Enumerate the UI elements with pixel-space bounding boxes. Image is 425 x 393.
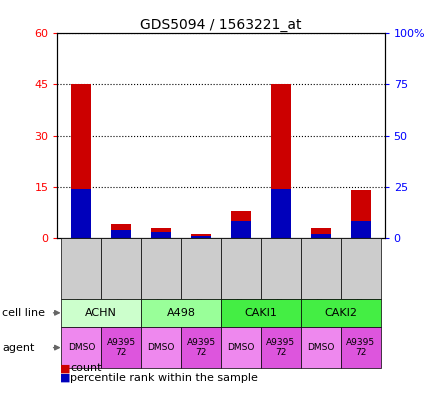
Text: A9395
72: A9395 72 [187, 338, 215, 357]
Text: percentile rank within the sample: percentile rank within the sample [70, 373, 258, 383]
Bar [311, 234, 331, 238]
Bar [111, 224, 131, 238]
Text: A9395
72: A9395 72 [107, 338, 136, 357]
Text: CAKI1: CAKI1 [244, 308, 278, 318]
Text: ACHN: ACHN [85, 308, 117, 318]
Text: DMSO: DMSO [147, 343, 175, 352]
Bar [191, 236, 211, 238]
Text: CAKI2: CAKI2 [324, 308, 357, 318]
Text: ■: ■ [60, 373, 70, 383]
Bar [271, 84, 291, 238]
Bar [231, 211, 251, 238]
Bar [191, 234, 211, 238]
Text: A9395
72: A9395 72 [266, 338, 295, 357]
Bar [311, 228, 331, 238]
Text: ■: ■ [60, 363, 70, 373]
Text: A9395
72: A9395 72 [346, 338, 375, 357]
Text: DMSO: DMSO [68, 343, 95, 352]
Text: DMSO: DMSO [227, 343, 255, 352]
Text: A498: A498 [167, 308, 196, 318]
Bar [111, 230, 131, 238]
Text: DMSO: DMSO [307, 343, 334, 352]
Bar [151, 228, 171, 238]
Text: count: count [70, 363, 102, 373]
Bar [351, 221, 371, 238]
Bar [231, 221, 251, 238]
Title: GDS5094 / 1563221_at: GDS5094 / 1563221_at [140, 18, 302, 32]
Text: cell line: cell line [2, 308, 45, 318]
Bar [271, 189, 291, 238]
Text: agent: agent [2, 343, 34, 353]
Bar [151, 231, 171, 238]
Bar [71, 84, 91, 238]
Bar [351, 190, 371, 238]
Bar [71, 189, 91, 238]
